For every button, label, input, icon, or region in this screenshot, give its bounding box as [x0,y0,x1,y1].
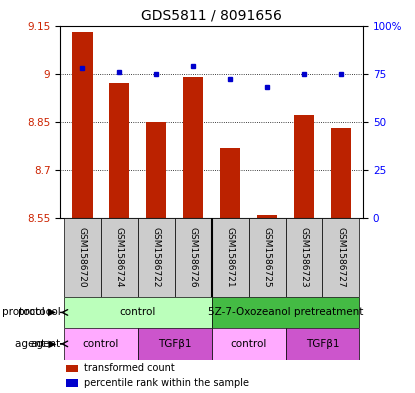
Text: GSM1586721: GSM1586721 [226,227,234,288]
Bar [322,218,359,297]
Text: GSM1586725: GSM1586725 [263,227,271,288]
Text: protocol ▶: protocol ▶ [2,307,56,318]
Bar [66,379,78,387]
Text: agent ▶: agent ▶ [15,339,56,349]
Bar [64,297,212,328]
Bar [175,218,212,297]
Title: GDS5811 / 8091656: GDS5811 / 8091656 [141,9,282,23]
Bar [64,218,101,297]
Bar [331,128,351,218]
Bar [212,297,359,328]
Bar [138,328,212,360]
Bar [101,218,138,297]
Bar [212,328,286,360]
Text: TGFβ1: TGFβ1 [158,339,191,349]
Text: transformed count: transformed count [84,364,175,373]
Bar [294,116,314,218]
Bar [212,218,249,297]
Text: GSM1586723: GSM1586723 [300,227,308,288]
Bar [249,218,286,297]
Bar [286,218,322,297]
Text: percentile rank within the sample: percentile rank within the sample [84,378,249,388]
Text: control: control [83,339,119,349]
Bar [72,32,93,218]
Text: GSM1586722: GSM1586722 [152,227,161,288]
Bar [146,122,166,218]
Bar [286,328,359,360]
Bar [64,328,138,360]
Bar [109,83,129,218]
Text: GSM1586727: GSM1586727 [337,227,345,288]
Bar [183,77,203,218]
Text: TGFβ1: TGFβ1 [306,339,339,349]
Bar [257,215,277,218]
Bar [66,365,78,372]
Text: protocol: protocol [18,307,61,318]
Text: control: control [230,339,267,349]
Text: agent: agent [31,339,61,349]
Bar [220,147,240,218]
Text: GSM1586724: GSM1586724 [115,227,124,288]
Text: 5Z-7-Oxozeanol pretreatment: 5Z-7-Oxozeanol pretreatment [208,307,363,318]
Text: GSM1586720: GSM1586720 [78,227,87,288]
Text: GSM1586726: GSM1586726 [189,227,198,288]
Text: control: control [120,307,156,318]
Bar [138,218,175,297]
